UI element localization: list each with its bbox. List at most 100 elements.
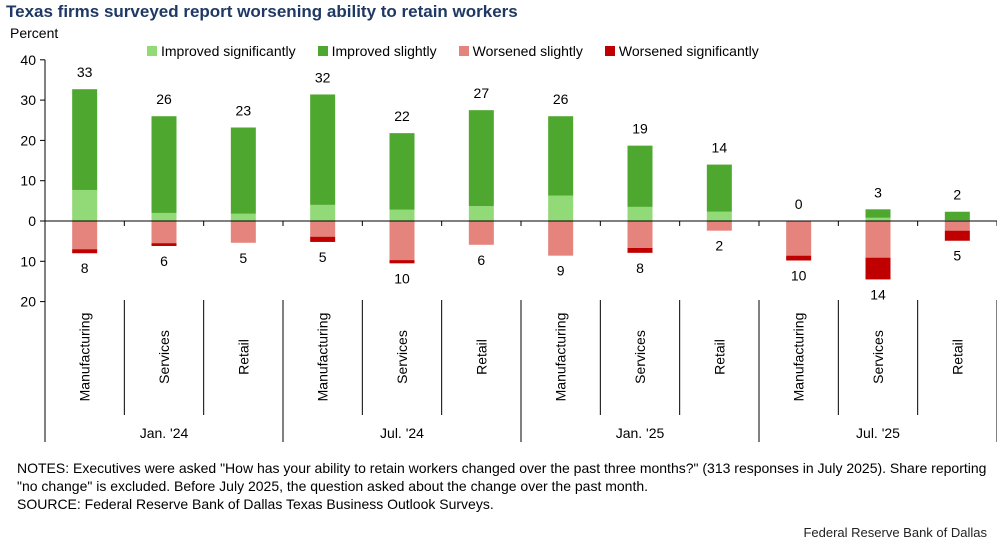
bottom-data-label: 10 [791, 267, 807, 283]
bottom-data-label: 6 [160, 253, 168, 269]
bar-worsened-slightly [310, 221, 336, 237]
bar-worsened-slightly [389, 221, 415, 261]
top-data-label: 14 [712, 140, 728, 156]
bar-worsened-slightly [230, 221, 256, 243]
bar-worsened-slightly [468, 221, 494, 245]
bar-worsened-slightly [151, 221, 177, 244]
bar-improved-slightly [548, 116, 574, 196]
category-label: Manufacturing [553, 313, 569, 402]
bar-worsened-slightly [706, 221, 732, 231]
top-data-label: 3 [874, 184, 882, 200]
legend-label: Worsened significantly [618, 43, 759, 59]
y-tick-label: 30 [20, 92, 36, 108]
notes-text: NOTES: Executives were asked "How has yo… [17, 460, 987, 494]
bar-improved-significantly [468, 206, 494, 221]
bottom-data-label: 5 [953, 248, 961, 264]
bar-improved-slightly [72, 89, 98, 190]
top-data-label: 19 [632, 121, 648, 137]
bar-worsened-significantly [865, 257, 891, 280]
top-data-label: 27 [474, 85, 490, 101]
bar-worsened-slightly [72, 221, 98, 250]
legend-item: Worsened significantly [604, 43, 759, 59]
y-tick-label: 10 [20, 173, 36, 189]
legend-swatch [458, 46, 469, 56]
bar-improved-slightly [627, 145, 653, 207]
y-tick-label: 0 [28, 213, 36, 229]
top-data-label: 32 [315, 69, 331, 85]
bar-worsened-slightly [865, 221, 891, 258]
bar-worsened-significantly [944, 230, 970, 241]
bar-improved-significantly [72, 189, 98, 221]
bar-improved-slightly [865, 209, 891, 218]
chart-title: Texas firms surveyed report worsening ab… [6, 2, 518, 21]
bar-worsened-significantly [389, 260, 415, 264]
top-data-label: 26 [553, 91, 569, 107]
bar-improved-significantly [389, 209, 415, 221]
top-data-label: 0 [795, 196, 803, 212]
category-label: Manufacturing [791, 313, 807, 402]
legend-swatch [147, 46, 157, 56]
y-tick-label: 20 [20, 294, 36, 310]
top-data-label: 26 [156, 91, 172, 107]
bar-improved-slightly [310, 94, 336, 205]
bottom-data-label: 14 [870, 286, 886, 302]
bar-improved-slightly [389, 133, 415, 210]
category-label: Retail [473, 339, 489, 375]
bar-worsened-significantly [151, 243, 177, 246]
bar-improved-significantly [627, 206, 653, 221]
bar-worsened-significantly [627, 248, 653, 253]
legend-item: Improved significantly [147, 43, 296, 59]
top-data-label: 2 [953, 187, 961, 203]
legend-item: Improved slightly [317, 43, 437, 59]
credit: Federal Reserve Bank of Dallas [803, 525, 987, 540]
bar-worsened-significantly [310, 236, 336, 242]
bottom-data-label: 8 [81, 260, 89, 276]
y-tick-label: 40 [20, 52, 36, 68]
bottom-data-label: 9 [557, 263, 565, 279]
bar-worsened-significantly [72, 249, 98, 254]
bar-improved-slightly [151, 116, 177, 213]
category-label: Retail [711, 339, 727, 375]
bar-worsened-slightly [627, 221, 653, 249]
top-data-label: 23 [236, 103, 252, 119]
category-label: Retail [235, 339, 251, 375]
bar-worsened-significantly [786, 255, 812, 261]
bottom-data-label: 5 [319, 249, 327, 265]
y-tick-label: 10 [20, 253, 36, 269]
bar-worsened-slightly [548, 221, 574, 256]
bar-improved-significantly [548, 195, 574, 221]
top-data-label: 33 [77, 64, 93, 80]
bar-improved-slightly [468, 110, 494, 207]
bottom-data-label: 5 [239, 250, 247, 266]
group-label: Jul. '24 [380, 425, 424, 441]
group-label: Jan. '24 [140, 425, 189, 441]
y-tick-label: 20 [20, 132, 36, 148]
source-text: SOURCE: Federal Reserve Bank of Dallas T… [17, 496, 494, 512]
category-label: Manufacturing [77, 313, 93, 402]
bar-improved-slightly [230, 127, 256, 214]
bar-improved-significantly [230, 213, 256, 221]
bar-improved-slightly [706, 164, 732, 212]
legend-swatch [317, 46, 328, 56]
legend: Improved significantly Improved slightly W… [147, 43, 781, 59]
bar-improved-slightly [944, 211, 970, 221]
category-label: Services [394, 330, 410, 384]
top-data-label: 22 [394, 108, 410, 124]
category-label: Services [632, 330, 648, 384]
legend-label: Worsened slightly [472, 43, 583, 59]
category-label: Manufacturing [315, 313, 331, 402]
bar-improved-significantly [151, 212, 177, 221]
bottom-data-label: 10 [394, 270, 410, 286]
bottom-data-label: 8 [636, 260, 644, 276]
legend-label: Improved significantly [161, 43, 296, 59]
notes: NOTES: Executives were asked "How has yo… [17, 459, 987, 513]
category-label: Retail [949, 339, 965, 375]
group-label: Jul. '25 [856, 425, 900, 441]
bar-worsened-slightly [786, 221, 812, 256]
plot-area: 4030201001020338Manufacturing266Services… [20, 52, 997, 442]
legend-swatch [604, 46, 615, 56]
legend-item: Worsened slightly [458, 43, 583, 59]
category-label: Services [870, 330, 886, 384]
bar-improved-significantly [310, 204, 336, 221]
